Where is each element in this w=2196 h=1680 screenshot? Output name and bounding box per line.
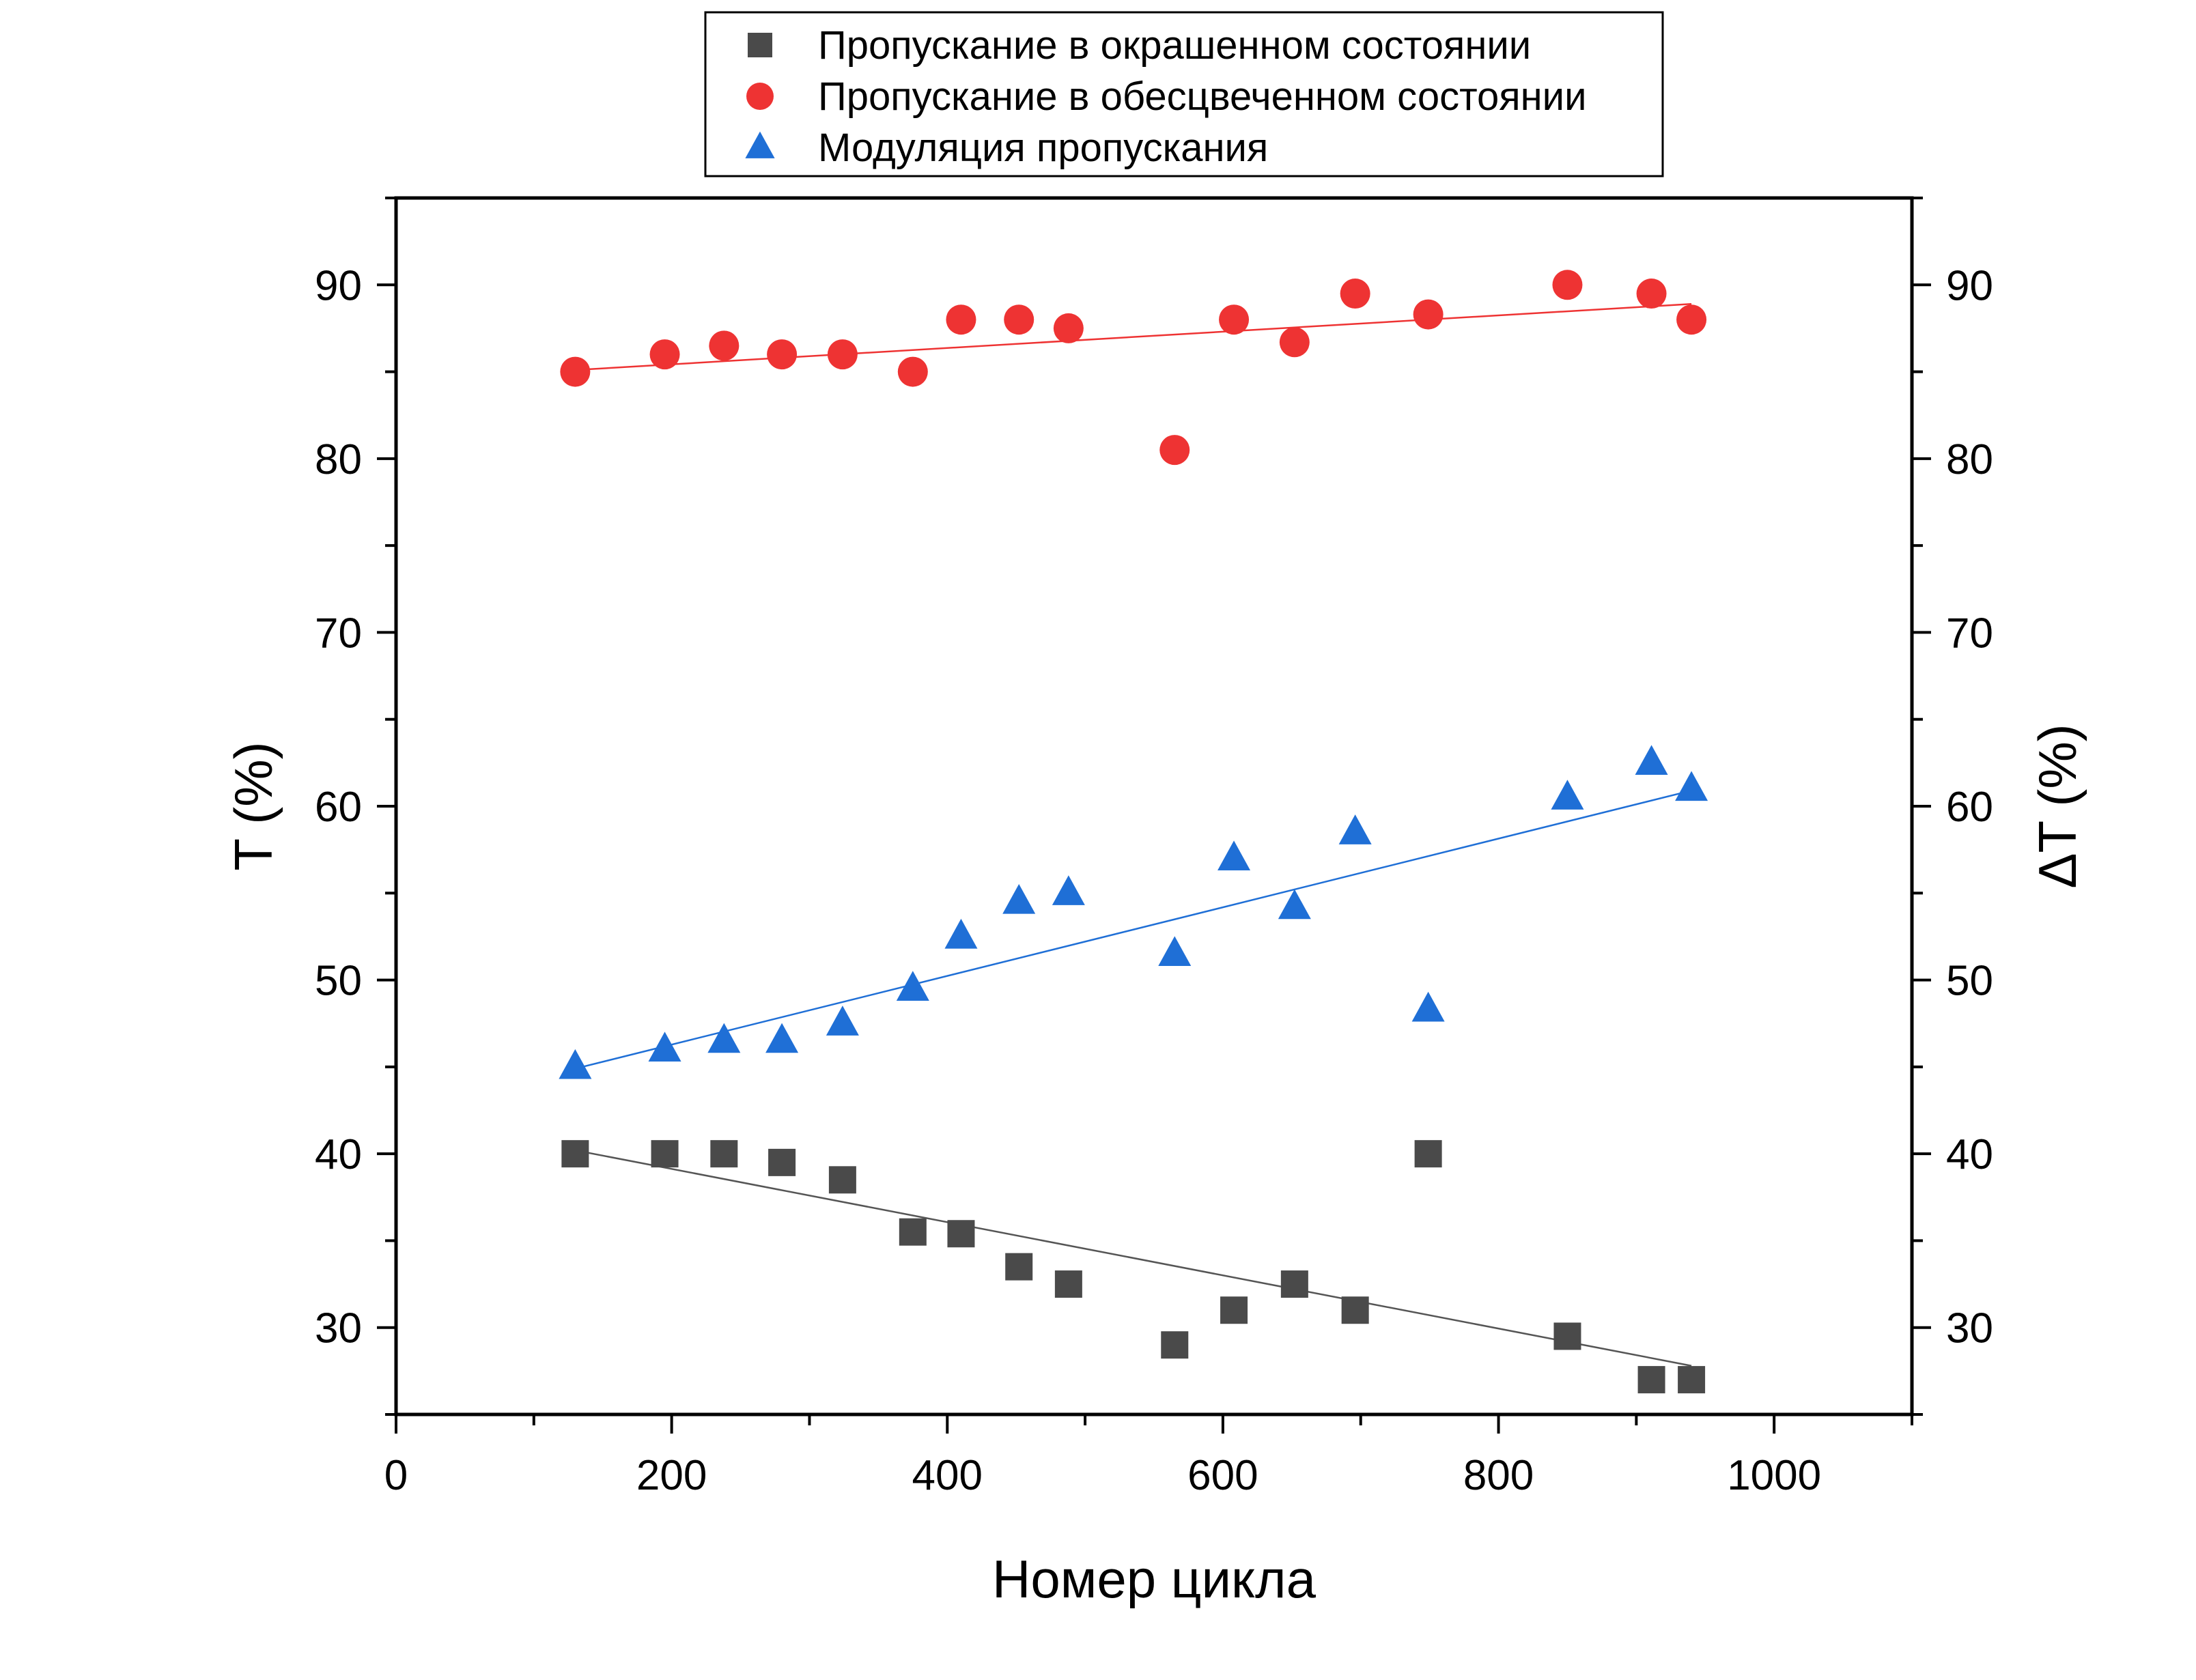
data-point-triangle (896, 971, 929, 1001)
data-point-square (1341, 1296, 1369, 1324)
data-point-triangle (1675, 771, 1708, 801)
data-point-circle (1004, 304, 1034, 335)
y-right-tick-label: 70 (1946, 610, 1993, 657)
y-left-tick-label: 30 (315, 1305, 362, 1352)
y-right-axis-title: ΔT (%) (2027, 724, 2087, 888)
trend-line (575, 1149, 1692, 1367)
data-point-circle (649, 339, 680, 370)
y-left-tick-label: 40 (315, 1131, 362, 1178)
data-point-circle (827, 339, 858, 370)
x-tick-label: 200 (636, 1452, 707, 1499)
plot-layer (559, 270, 1708, 1394)
data-point-circle (1279, 327, 1310, 358)
data-point-triangle (826, 1006, 859, 1036)
data-point-circle (897, 356, 928, 387)
series-square (561, 1140, 1706, 1394)
y-left-tick-label: 60 (315, 784, 362, 831)
x-tick-label: 400 (912, 1452, 983, 1499)
data-point-square (768, 1148, 796, 1176)
data-point-triangle (1217, 840, 1251, 871)
data-point-square (561, 1140, 589, 1168)
legend-label: Модуляция пропускания (818, 126, 1268, 170)
data-point-circle (1219, 304, 1250, 335)
data-point-circle (1676, 304, 1707, 335)
data-point-triangle (1278, 889, 1311, 920)
y-left-tick-label: 90 (315, 262, 362, 309)
y-right-tick-label: 90 (1946, 262, 1993, 309)
y-right-tick-label: 50 (1946, 958, 1993, 1005)
data-point-triangle (944, 918, 978, 949)
data-point-triangle (765, 1023, 799, 1053)
y-right-tick-label: 30 (1946, 1305, 1993, 1352)
data-point-circle (1413, 299, 1444, 330)
data-point-square (947, 1220, 975, 1248)
data-point-circle (560, 356, 591, 387)
trend-line (575, 303, 1692, 371)
legend-label: Пропускание в обесцвеченном состоянии (818, 74, 1586, 119)
data-point-triangle (559, 1049, 592, 1079)
series-triangle (559, 745, 1708, 1079)
x-axis-title: Номер цикла (992, 1549, 1317, 1609)
legend-marker-triangle (745, 131, 775, 158)
plot-frame (394, 196, 1914, 1416)
data-point-square (1678, 1366, 1706, 1394)
axes-layer: 0 200 400 600 800 1000 30 30 40 40 50 50 60 60 70 70 80 8… (223, 196, 2087, 1609)
data-point-triangle (1002, 883, 1036, 914)
trend-line (575, 789, 1692, 1070)
data-point-circle (1053, 313, 1084, 343)
data-point-circle (1159, 435, 1190, 466)
data-point-triangle (1551, 780, 1584, 810)
y-left-axis-title: T (%) (223, 741, 283, 870)
data-point-square (828, 1166, 856, 1194)
y-left-tick-label: 80 (315, 436, 362, 483)
data-point-square (899, 1218, 927, 1246)
data-point-triangle (1338, 814, 1372, 844)
x-tick-label: 800 (1463, 1452, 1534, 1499)
data-point-circle (709, 330, 740, 361)
data-point-triangle (707, 1023, 741, 1053)
data-point-circle (767, 339, 798, 370)
data-point-square (651, 1140, 679, 1168)
data-point-triangle (1052, 875, 1085, 905)
data-point-circle (1340, 279, 1370, 309)
data-point-triangle (1635, 745, 1668, 775)
data-point-triangle (1411, 991, 1445, 1022)
data-point-square (1637, 1366, 1665, 1394)
legend-label: Пропускание в окрашенном состоянии (818, 23, 1531, 68)
data-point-circle (1552, 270, 1583, 300)
x-tick-label: 600 (1187, 1452, 1258, 1499)
data-point-circle (1636, 279, 1667, 309)
legend-marker-square (748, 33, 772, 57)
legend: Пропускание в окрашенном состоянии Пропус… (704, 11, 1664, 177)
y-right-tick-label: 80 (1946, 436, 1993, 483)
data-point-square (1161, 1331, 1189, 1359)
data-point-square (1005, 1253, 1033, 1281)
data-point-square (1414, 1140, 1442, 1168)
data-point-square (1220, 1296, 1248, 1324)
legend-box (704, 11, 1664, 177)
data-point-square (1280, 1270, 1308, 1298)
y-right-tick-label: 40 (1946, 1131, 1993, 1178)
y-right-tick-label: 60 (1946, 784, 1993, 831)
data-point-square (1553, 1322, 1581, 1350)
x-tick-label: 1000 (1727, 1452, 1821, 1499)
data-point-triangle (1158, 936, 1192, 967)
legend-marker-circle (746, 83, 774, 110)
x-tick-label: 0 (384, 1452, 408, 1499)
data-point-square (710, 1140, 738, 1168)
y-left-tick-label: 70 (315, 610, 362, 657)
data-point-triangle (648, 1031, 681, 1062)
y-left-tick-label: 50 (315, 958, 362, 1005)
series-circle (560, 270, 1707, 466)
data-point-square (1054, 1270, 1082, 1298)
data-point-circle (946, 304, 976, 335)
